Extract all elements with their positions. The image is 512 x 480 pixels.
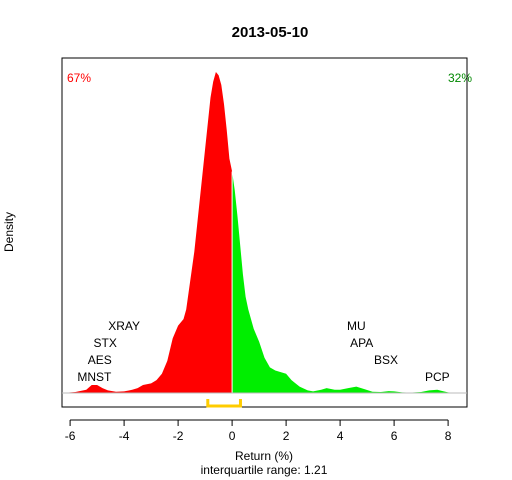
- x-tick-label: -4: [119, 429, 130, 443]
- plot-frame: [61, 57, 468, 408]
- negative-share-label: 67%: [67, 71, 91, 85]
- y-axis-label: Density: [2, 212, 16, 252]
- x-tick-label: 0: [229, 429, 236, 443]
- density-area: [62, 72, 467, 393]
- iqr-bracket: [206, 399, 242, 408]
- ticker-label: BSX: [374, 353, 398, 367]
- ticker-label: MNST: [77, 370, 112, 384]
- ticker-label: PCP: [425, 370, 450, 384]
- x-tick-label: 2: [283, 429, 290, 443]
- x-tick-label: 8: [445, 429, 452, 443]
- chart-title: 2013-05-10: [232, 24, 309, 41]
- positive-share-label: 32%: [448, 71, 472, 85]
- x-axis-label: Return (%): [235, 449, 293, 463]
- positive-density-area: [232, 171, 467, 393]
- iqr-label: interquartile range: 1.21: [201, 463, 328, 477]
- x-tick-label: 6: [391, 429, 398, 443]
- ticker-label: AES: [88, 353, 112, 367]
- negative-density-area: [62, 72, 233, 393]
- x-axis: -6 -4 -2 0 2 4 6 8: [65, 419, 452, 443]
- ticker-label: APA: [350, 336, 373, 350]
- x-tick-label: -2: [173, 429, 184, 443]
- ticker-label: MU: [347, 319, 366, 333]
- x-tick-label: -6: [65, 429, 76, 443]
- ticker-label: XRAY: [108, 319, 140, 333]
- ticker-label: STX: [94, 336, 117, 350]
- x-tick-label: 4: [337, 429, 344, 443]
